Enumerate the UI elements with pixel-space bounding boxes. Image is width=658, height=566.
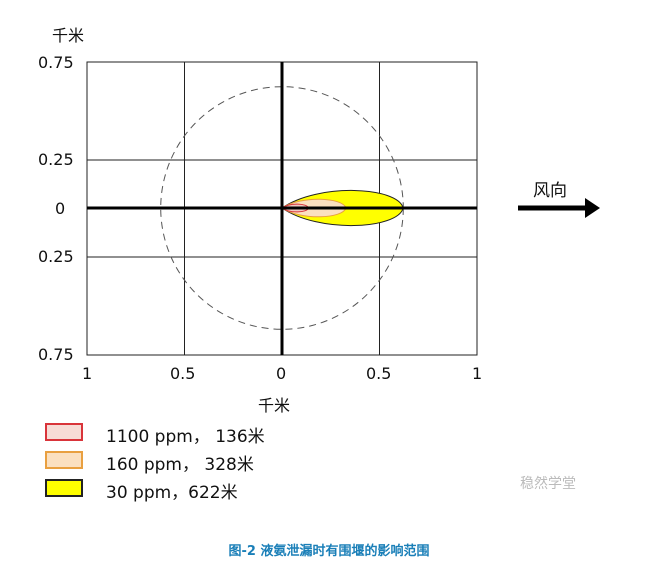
y-tick-label: 0.75 — [38, 345, 74, 364]
y-tick-label: 0.75 — [38, 53, 74, 72]
y-tick-label: 0 — [55, 199, 66, 218]
figure-caption: 图-2 液氨泄漏时有围堰的影响范围 — [228, 544, 430, 559]
legend-label: 30 ppm，622米 — [106, 483, 238, 503]
wind-direction-label: 风向 — [533, 181, 567, 201]
x-tick-label: 1 — [82, 364, 93, 383]
legend-label: 160 ppm， 328米 — [106, 455, 254, 475]
legend-swatch-30ppm — [45, 479, 83, 497]
x-tick-label: 0 — [276, 364, 287, 383]
legend-swatch-160ppm — [45, 451, 83, 469]
x-tick-label: 1 — [472, 364, 483, 383]
y-tick-label: 0.25 — [38, 150, 74, 169]
x-tick-label: 0.5 — [366, 364, 392, 383]
legend-label: 1100 ppm， 136米 — [106, 427, 265, 447]
x-tick-label: 0.5 — [170, 364, 196, 383]
legend-swatch-1100ppm — [45, 423, 83, 441]
watermark: 稳然学堂 — [520, 476, 576, 492]
y-axis-label: 千米 — [52, 26, 85, 45]
wind-arrow-head-icon — [585, 198, 600, 218]
x-axis-label: 千米 — [258, 396, 291, 415]
y-tick-label: 0.25 — [38, 247, 74, 266]
